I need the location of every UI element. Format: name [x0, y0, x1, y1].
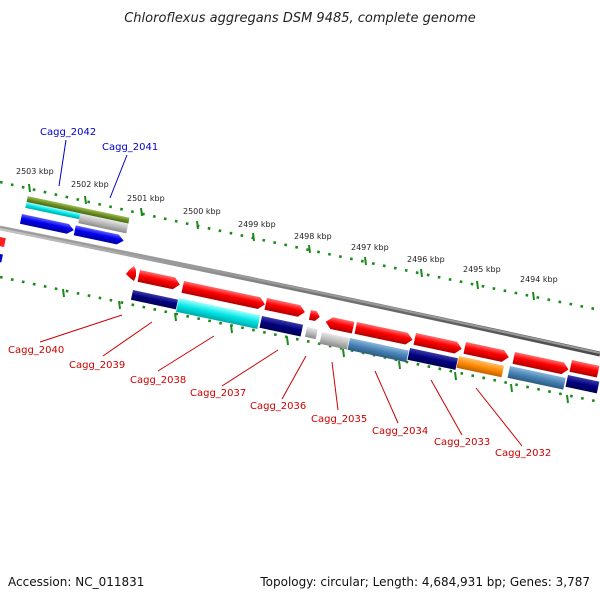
gene-arrow: [413, 333, 462, 354]
gene-label-cagg-2039[interactable]: Cagg_2039: [69, 360, 125, 371]
bottom-leaders: [39, 314, 523, 447]
gene-label-cagg-2040[interactable]: Cagg_2040: [8, 345, 64, 356]
kbp-label: 2498 kbp: [294, 232, 332, 241]
reverse-gene-arrow: [19, 214, 74, 234]
navy-feature: [130, 290, 178, 310]
feature-row: [130, 290, 600, 394]
gene-label-cagg-2033[interactable]: Cagg_2033: [434, 437, 490, 448]
kbp-labels: 2503 kbp 2502 kbp 2501 kbp 2500 kbp 2499…: [16, 167, 558, 284]
gene-arrow: [137, 270, 180, 290]
reverse-gene-arrow: [73, 225, 124, 245]
navy-feature: [565, 375, 600, 394]
gene-arrow: [308, 310, 320, 322]
kbp-label: 2501 kbp: [127, 194, 165, 203]
kbp-label: 2503 kbp: [16, 167, 54, 176]
steel-feature: [507, 366, 566, 390]
edge-feature: [0, 237, 6, 248]
kbp-label: 2495 kbp: [463, 265, 501, 274]
outer-major-ticks: [28, 183, 535, 301]
top-leaders: [58, 139, 128, 199]
cyan-feature: [25, 201, 81, 220]
gene-arrow: [463, 342, 509, 362]
grey-feature: [78, 213, 129, 234]
kbp-label: 2494 kbp: [520, 275, 558, 284]
orange-feature: [456, 356, 504, 378]
genome-summary-text: Topology: circular; Length: 4,684,931 bp…: [259, 575, 590, 589]
cyan-feature: [176, 298, 261, 329]
edge-feature: [0, 254, 3, 263]
inner-major-ticks: [62, 288, 569, 404]
gene-arrow: [354, 322, 413, 345]
gene-label-cagg-2041[interactable]: Cagg_2041: [102, 142, 158, 153]
gene-label-cagg-2037[interactable]: Cagg_2037: [190, 388, 246, 399]
kbp-label: 2497 kbp: [351, 243, 389, 252]
accession-text: Accession: NC_011831: [8, 575, 144, 589]
gene-label-cagg-2036[interactable]: Cagg_2036: [250, 401, 306, 412]
olive-feature: [26, 196, 130, 224]
gene-arrow: [181, 281, 265, 309]
inner-scale-dots: [0, 275, 600, 404]
kbp-label: 2500 kbp: [183, 207, 221, 216]
gene-label-cagg-2032[interactable]: Cagg_2032: [495, 448, 551, 459]
forward-feature-group: [0, 196, 130, 263]
forward-gene-row: [126, 266, 600, 378]
gene-arrow: [325, 317, 355, 334]
gene-arrow: [569, 360, 600, 378]
gene-arrow: [264, 298, 305, 317]
navy-feature: [259, 316, 304, 337]
gene-label-cagg-2038[interactable]: Cagg_2038: [130, 375, 186, 386]
grey-feature: [319, 331, 350, 350]
genome-backbone: [0, 225, 600, 357]
gene-label-cagg-2042[interactable]: Cagg_2042: [40, 127, 96, 138]
gene-arrow: [126, 266, 136, 281]
kbp-label: 2496 kbp: [407, 255, 445, 264]
grey-feature: [304, 327, 318, 340]
steel-feature: [347, 338, 409, 363]
kbp-label: 2502 kbp: [71, 180, 109, 189]
navy-feature: [407, 348, 458, 370]
map-title: Chloroflexus aggregans DSM 9485, complet…: [124, 11, 476, 26]
gene-label-cagg-2034[interactable]: Cagg_2034: [372, 426, 428, 437]
outer-scale-dots: [0, 180, 600, 312]
gene-label-cagg-2035[interactable]: Cagg_2035: [311, 414, 367, 425]
gene-arrow: [512, 352, 569, 375]
kbp-label: 2499 kbp: [238, 220, 276, 229]
